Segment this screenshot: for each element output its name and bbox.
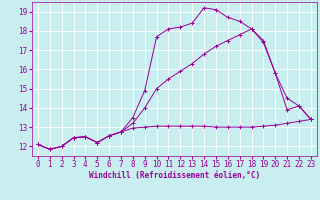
X-axis label: Windchill (Refroidissement éolien,°C): Windchill (Refroidissement éolien,°C)	[89, 171, 260, 180]
